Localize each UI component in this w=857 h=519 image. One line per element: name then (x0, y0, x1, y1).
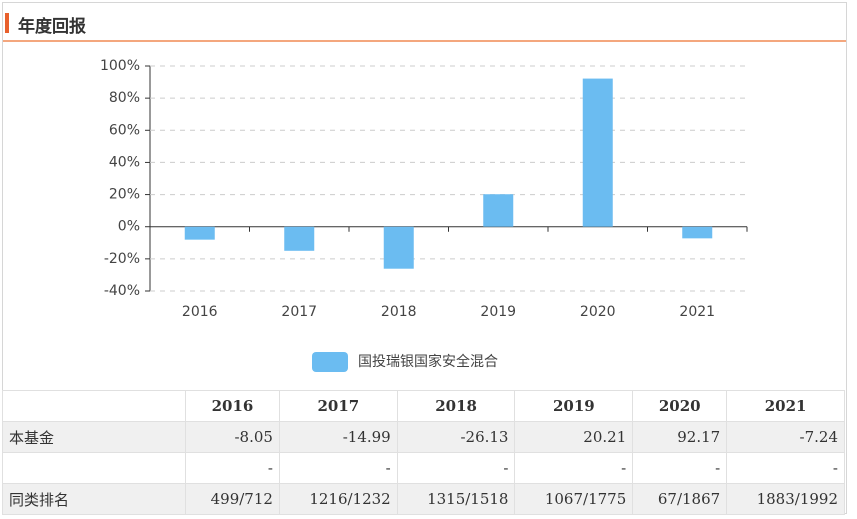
x-tick-label: 2020 (580, 304, 616, 320)
table-cell: - (278, 452, 398, 484)
bar (184, 226, 215, 240)
x-tick-label: 2019 (480, 304, 516, 320)
table-cell: 1067/1775 (514, 483, 634, 515)
bar (483, 194, 514, 227)
table-cell: 20.21 (514, 421, 634, 453)
y-tick-label: 80% (109, 90, 140, 106)
table-header-row: 2016 2017 2018 2019 2020 2021 (2, 390, 845, 422)
table-cell: - (396, 452, 516, 484)
table-corner (2, 390, 186, 422)
y-tick-label: -40% (104, 283, 140, 299)
header-title: 年度回报 (18, 17, 86, 37)
table-cell: -8.05 (185, 421, 280, 453)
row-label (2, 452, 186, 484)
table-row: 本基金 -8.05 -14.99 -26.13 20.21 92.17 -7.24 (2, 421, 845, 453)
y-tick-label: 20% (109, 187, 140, 203)
table-row: ------ (2, 452, 845, 484)
x-tick-label: 2017 (281, 304, 317, 320)
column-header: 2017 (278, 390, 398, 422)
column-header: 2018 (396, 390, 516, 422)
table-cell: -14.99 (278, 421, 398, 453)
chart: -40% -20% 0% 20% 40% 60% 80% 100% 2016 2017 2018 20… (100, 58, 748, 372)
column-header: 2019 (514, 390, 634, 422)
table-row: 同类排名 499/712 1216/1232 1315/1518 1067/1775 67… (2, 483, 845, 515)
bar (682, 226, 713, 239)
table-cell: 499/712 (185, 483, 280, 515)
column-header: 2020 (632, 390, 728, 422)
y-tick-label: 40% (109, 154, 140, 170)
column-header: 2016 (185, 390, 280, 422)
data-table: 2016 2017 2018 2019 2020 2021 本基金 -8.05 -14.99 -2… (2, 390, 845, 515)
bar (582, 78, 613, 227)
x-tick-label: 2016 (182, 304, 218, 320)
table-cell: 1216/1232 (278, 483, 398, 515)
table-cell: 1883/1992 (726, 483, 845, 515)
y-tick-label: -20% (104, 251, 140, 267)
y-tick-label: 100% (100, 58, 140, 74)
header: 年度回报 (3, 3, 846, 42)
x-tick-label: 2021 (679, 304, 715, 320)
table-cell: - (632, 452, 728, 484)
row-label: 同类排名 (2, 483, 186, 515)
table-cell: - (514, 452, 634, 484)
table-cell: - (726, 452, 845, 484)
row-label: 本基金 (2, 421, 186, 453)
legend-swatch (312, 352, 348, 372)
y-tick-label: 60% (109, 122, 140, 138)
bar (284, 226, 315, 251)
column-header: 2021 (726, 390, 845, 422)
table-cell: 1315/1518 (396, 483, 516, 515)
table-cell: - (185, 452, 280, 484)
table-cell: 67/1867 (632, 483, 728, 515)
table-cell: -26.13 (396, 421, 516, 453)
legend-label: 国投瑞银国家安全混合 (358, 353, 498, 370)
table-cell: -7.24 (726, 421, 845, 453)
bar (383, 226, 414, 269)
header-accent (5, 13, 9, 33)
x-tick-label: 2018 (381, 304, 417, 320)
table-cell: 92.17 (632, 421, 728, 453)
y-tick-label: 0% (118, 219, 140, 235)
